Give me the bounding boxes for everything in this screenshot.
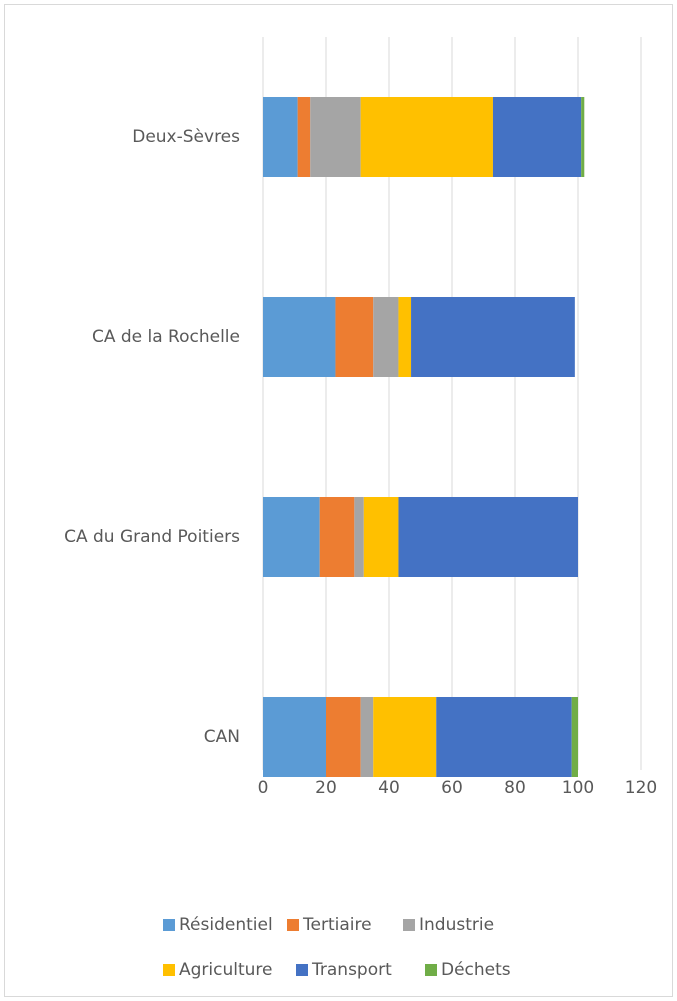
y-tick-label: CA de la Rochelle — [92, 327, 240, 347]
x-tick-label: 100 — [562, 778, 594, 798]
bar-segment — [326, 697, 361, 777]
bar-segment — [310, 97, 361, 177]
legend-swatch — [425, 964, 437, 976]
y-tick-label: CAN — [204, 727, 240, 747]
bar-segment — [571, 697, 578, 777]
legend-label: Agriculture — [179, 960, 273, 980]
bar-segment — [581, 97, 585, 177]
bar-segment — [492, 97, 582, 177]
y-tick-label: CA du Grand Poitiers — [64, 527, 240, 547]
bar-segment — [319, 497, 355, 577]
legend-label: Tertiaire — [302, 915, 372, 935]
legend-swatch — [163, 919, 175, 931]
bar-segment — [363, 497, 399, 577]
x-tick-label: 20 — [315, 778, 337, 798]
bar-segment — [373, 297, 399, 377]
legend-label: Transport — [311, 960, 392, 980]
x-tick-label: 60 — [441, 778, 463, 798]
bar-segment — [398, 497, 578, 577]
bar-segment — [263, 297, 336, 377]
legend-swatch — [296, 964, 308, 976]
legend-swatch — [287, 919, 299, 931]
x-tick-label: 120 — [625, 778, 657, 798]
legend-swatch — [403, 919, 415, 931]
x-tick-label: 0 — [258, 778, 269, 798]
legend-label: Déchets — [441, 960, 511, 980]
bar-segment — [360, 697, 374, 777]
bar-segment — [263, 697, 326, 777]
y-tick-label: Deux-Sèvres — [132, 127, 240, 147]
legend-label: Résidentiel — [179, 915, 273, 935]
bar-segment — [263, 97, 298, 177]
bar-segment — [297, 97, 311, 177]
bar-segment — [411, 297, 575, 377]
bar-segment — [373, 697, 437, 777]
legend-label: Industrie — [419, 915, 494, 935]
bar-segment — [354, 497, 364, 577]
bar-segment — [335, 297, 374, 377]
x-tick-label: 40 — [378, 778, 400, 798]
bar-segment — [263, 497, 320, 577]
legend-swatch — [163, 964, 175, 976]
x-tick-label: 80 — [504, 778, 526, 798]
bar-segment — [436, 697, 572, 777]
bar-segment — [360, 97, 493, 177]
bar-segment — [398, 297, 412, 377]
